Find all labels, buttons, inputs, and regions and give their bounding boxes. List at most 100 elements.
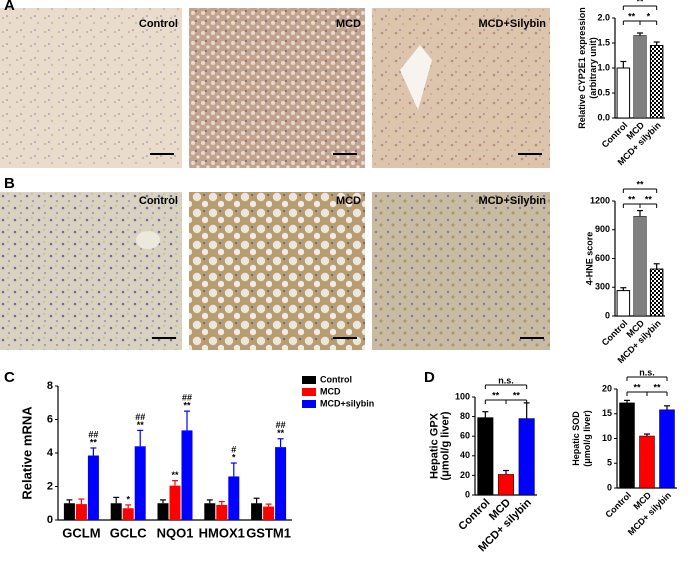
comparison-label: n.s. xyxy=(498,375,514,385)
bar xyxy=(204,503,216,520)
y-axis-label: Relative mRNA xyxy=(19,406,34,500)
y-axis-label: 4-HNE score xyxy=(584,232,594,286)
x-tick-label: Control xyxy=(603,490,633,520)
x-tick-label: GCLM xyxy=(62,525,100,540)
y-tick-label: 80 xyxy=(460,411,470,421)
image-row-b xyxy=(0,192,550,350)
significance-label: ** xyxy=(90,437,98,447)
bar xyxy=(649,268,664,317)
comparison-label: ** xyxy=(628,11,636,21)
x-tick-label: NQO1 xyxy=(157,525,194,540)
micrograph xyxy=(372,8,550,168)
comparison-label: ** xyxy=(653,382,661,392)
significance-label: ## xyxy=(182,393,192,403)
comparison-label: ** xyxy=(633,382,641,392)
bar xyxy=(87,455,99,520)
bar xyxy=(649,45,664,119)
bar xyxy=(619,402,635,489)
y-tick-label: 0.5 xyxy=(597,87,610,97)
panel-label: D xyxy=(424,369,435,386)
y-tick-label: 0 xyxy=(605,310,610,320)
significance-label: ## xyxy=(135,412,145,422)
image-label: MCD+Silybin xyxy=(478,195,546,207)
micrograph xyxy=(189,192,365,350)
bar xyxy=(228,476,240,520)
bar xyxy=(63,503,75,520)
panel-label: A xyxy=(4,0,15,14)
image-row-a xyxy=(0,8,550,168)
significance-label: ** xyxy=(183,401,191,411)
significance-label: * xyxy=(126,494,130,504)
significance-label: # xyxy=(231,444,236,454)
micrograph xyxy=(0,8,182,168)
significance-label: ** xyxy=(277,428,285,438)
bar xyxy=(157,503,169,520)
y-axis-label: Hepatic GPX xyxy=(428,412,440,479)
y-tick-label: 900 xyxy=(595,224,610,234)
y-axis-label: (arbitrary unit) xyxy=(588,37,598,99)
y-tick-label: 10 xyxy=(602,433,612,443)
bar xyxy=(659,409,675,489)
y-tick-label: 5 xyxy=(607,458,612,468)
legend-label: Control xyxy=(320,374,352,384)
vessel xyxy=(400,45,432,110)
bar xyxy=(216,504,228,520)
micrograph xyxy=(0,192,182,350)
y-tick-label: 1.5 xyxy=(597,37,610,47)
y-tick-label: 100 xyxy=(455,391,470,401)
micrograph xyxy=(189,8,365,168)
y-axis-label: (μmol/g liver) xyxy=(439,411,451,480)
significance-label: ** xyxy=(137,420,145,430)
bar xyxy=(518,418,535,496)
y-tick-label: 0 xyxy=(47,514,53,526)
comparison-label: * xyxy=(647,11,651,21)
bar xyxy=(616,67,631,119)
comparison-label: ** xyxy=(636,0,644,6)
x-tick-label: GCLC xyxy=(110,525,147,540)
comparison-label: ** xyxy=(636,179,644,189)
bar xyxy=(251,503,263,520)
image-label: MCD xyxy=(336,18,361,30)
y-tick-label: 6 xyxy=(47,413,53,425)
comparison-label: ** xyxy=(492,390,500,400)
y-tick-label: 0.0 xyxy=(597,112,610,122)
bar xyxy=(75,504,87,520)
bar xyxy=(275,447,287,520)
significance-label: ## xyxy=(88,429,98,439)
legend-swatch xyxy=(302,376,316,384)
y-tick-label: 600 xyxy=(595,253,610,263)
legend-swatch xyxy=(302,400,316,408)
bar xyxy=(477,417,494,496)
y-tick-label: 1.0 xyxy=(597,62,610,72)
bar xyxy=(134,446,146,520)
image-label: Control xyxy=(139,18,178,30)
y-tick-label: 0 xyxy=(607,482,612,492)
significance-label: * xyxy=(232,452,236,462)
y-axis-label: Relative CYP2E1 expression xyxy=(577,7,587,129)
x-tick-label: HMOX1 xyxy=(199,525,245,540)
y-tick-label: 4 xyxy=(47,447,54,459)
y-tick-label: 1200 xyxy=(590,195,610,205)
significance-label: ** xyxy=(171,470,179,480)
bar xyxy=(263,506,275,520)
comparison-label: ** xyxy=(645,194,653,204)
bar xyxy=(616,290,631,317)
y-tick-label: 0 xyxy=(465,489,470,499)
y-tick-label: 2 xyxy=(47,480,53,492)
bar xyxy=(633,35,647,119)
y-axis-label: (μmol/g liver) xyxy=(582,410,592,467)
y-tick-label: 20 xyxy=(602,383,612,393)
image-label: Control xyxy=(139,195,178,207)
legend-label: MCD+silybin xyxy=(320,398,374,408)
bar xyxy=(181,430,193,520)
y-axis-label: Hepatic SOD xyxy=(571,411,581,466)
significance-label: ## xyxy=(276,420,286,430)
y-tick-label: 40 xyxy=(460,450,470,460)
legend-label: MCD xyxy=(320,386,341,396)
bar xyxy=(633,216,647,317)
image-label: MCD xyxy=(336,195,361,207)
panel-label: C xyxy=(4,369,15,386)
bar xyxy=(169,485,181,520)
y-tick-label: 300 xyxy=(595,282,610,292)
